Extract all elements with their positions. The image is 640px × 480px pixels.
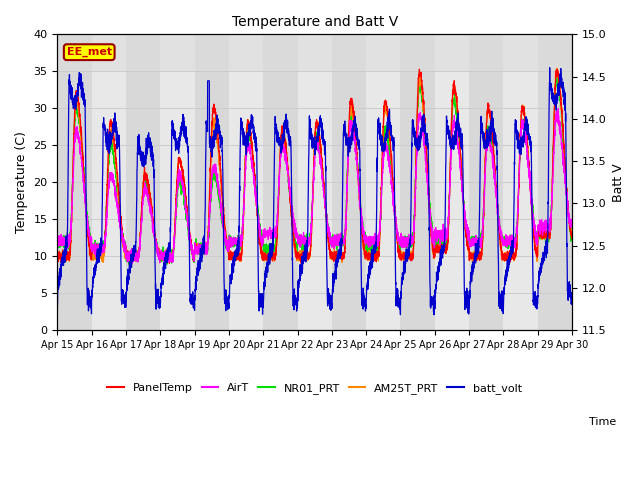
Bar [58, 35, 572, 72]
Bar [92, 35, 126, 330]
Y-axis label: Temperature (C): Temperature (C) [15, 132, 28, 233]
Bar [401, 35, 435, 330]
Bar [126, 35, 160, 330]
Text: Time: Time [589, 417, 616, 427]
Bar [572, 35, 606, 330]
Legend: PanelTemp, AirT, NR01_PRT, AM25T_PRT, batt_volt: PanelTemp, AirT, NR01_PRT, AM25T_PRT, ba… [103, 379, 527, 398]
Bar [263, 35, 298, 330]
Bar [298, 35, 332, 330]
Title: Temperature and Batt V: Temperature and Batt V [232, 15, 398, 29]
Bar [229, 35, 263, 330]
Y-axis label: Batt V: Batt V [612, 163, 625, 202]
Bar [58, 35, 92, 330]
Bar [504, 35, 538, 330]
Bar [160, 35, 195, 330]
Bar [538, 35, 572, 330]
Bar [195, 35, 229, 330]
Bar [332, 35, 366, 330]
Bar [366, 35, 401, 330]
Bar [469, 35, 504, 330]
Bar [435, 35, 469, 330]
Text: EE_met: EE_met [67, 47, 112, 57]
